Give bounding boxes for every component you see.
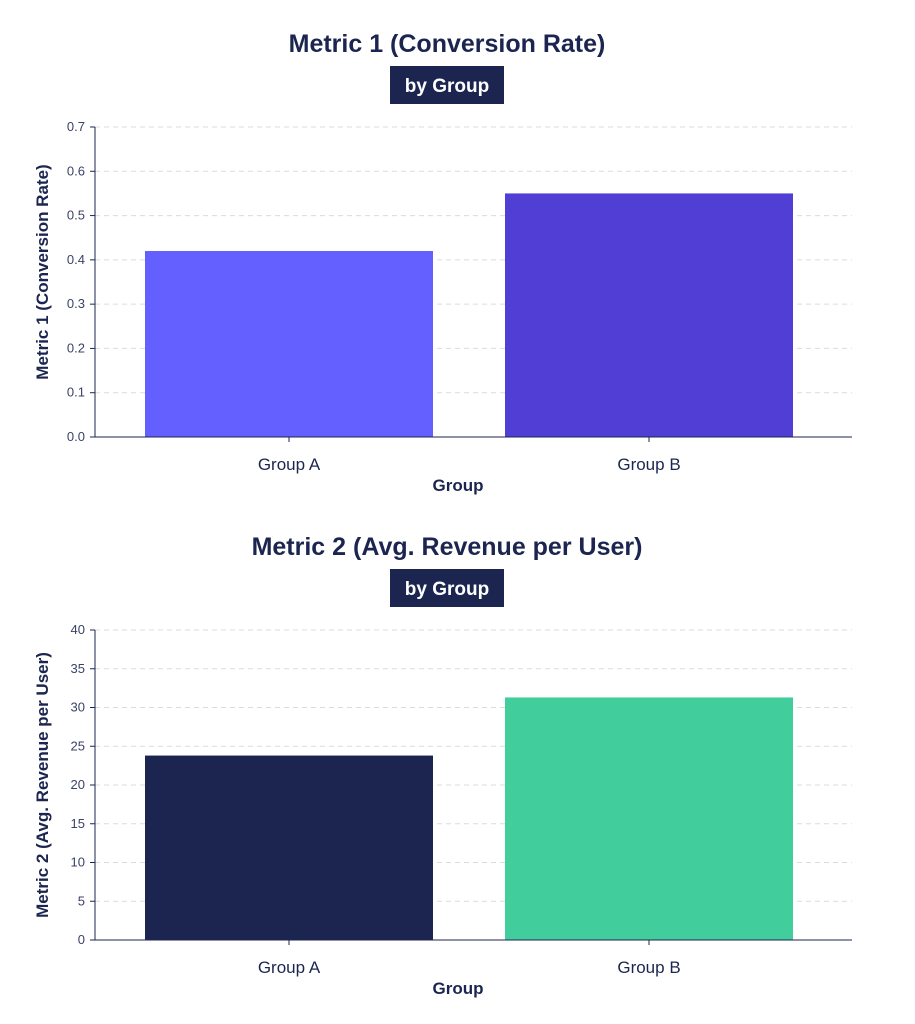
x-axis-title: Group (433, 979, 484, 998)
x-axis-title: Group (433, 476, 484, 495)
y-tick-label: 0.4 (67, 252, 85, 267)
chart-subtitle: by Group (405, 579, 489, 600)
bar-group-b (505, 193, 793, 437)
y-tick-label: 0.7 (67, 119, 85, 134)
y-tick-label: 40 (71, 622, 85, 637)
x-tick-label: Group A (258, 455, 321, 474)
y-axis-title: Metric 2 (Avg. Revenue per User) (33, 652, 52, 918)
bar-group-b (505, 697, 793, 940)
bar-group-a (145, 755, 433, 940)
y-tick-label: 20 (71, 777, 85, 792)
y-tick-label: 0.0 (67, 429, 85, 444)
x-tick-label: Group B (617, 455, 680, 474)
y-tick-label: 0.1 (67, 385, 85, 400)
chart-subtitle: by Group (405, 76, 489, 97)
y-tick-label: 5 (78, 893, 85, 908)
y-tick-label: 0 (78, 932, 85, 947)
bar-group-a (145, 251, 433, 437)
y-axis-title: Metric 1 (Conversion Rate) (33, 164, 52, 379)
conversion-rate-chart: Metric 1 (Conversion Rate) by Group 0.0 0… (33, 30, 852, 495)
y-tick-label: 0.2 (67, 340, 85, 355)
avg-revenue-chart: Metric 2 (Avg. Revenue per User) by Grou… (33, 533, 852, 998)
y-tick-label: 30 (71, 700, 85, 715)
y-tick-label: 15 (71, 816, 85, 831)
y-tick-label: 35 (71, 661, 85, 676)
chart-title: Metric 1 (Conversion Rate) (289, 30, 606, 58)
subtitle-badge (390, 66, 504, 104)
y-tick-label: 0.5 (67, 208, 85, 223)
y-tick-label: 25 (71, 738, 85, 753)
x-tick-label: Group A (258, 958, 321, 977)
x-tick-label: Group B (617, 958, 680, 977)
y-tick-label: 0.3 (67, 296, 85, 311)
chart-title: Metric 2 (Avg. Revenue per User) (252, 533, 643, 561)
y-tick-label: 0.6 (67, 163, 85, 178)
y-tick-label: 10 (71, 855, 85, 870)
subtitle-badge (390, 569, 504, 607)
